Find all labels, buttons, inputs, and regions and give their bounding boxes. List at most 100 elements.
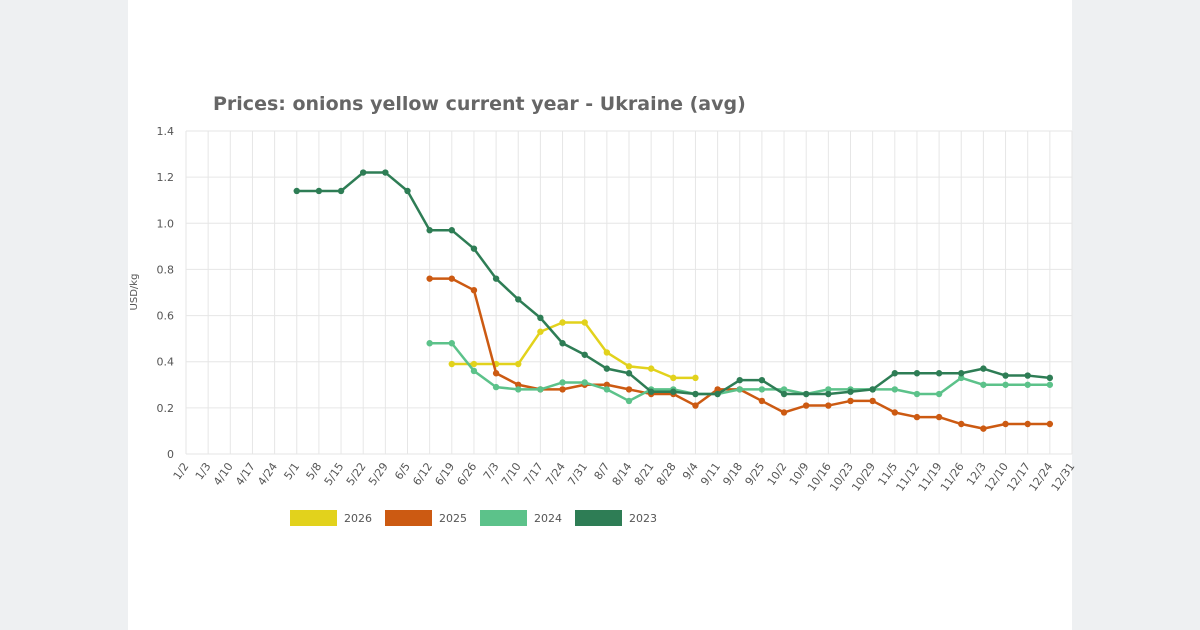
data-point xyxy=(736,376,743,384)
data-point xyxy=(581,379,588,386)
legend-swatch xyxy=(290,510,337,526)
data-point xyxy=(315,187,323,195)
data-point xyxy=(670,388,677,395)
data-point xyxy=(404,187,411,195)
data-point xyxy=(803,390,810,398)
legend-swatch xyxy=(480,510,527,526)
data-point xyxy=(847,397,854,405)
data-point xyxy=(470,245,478,252)
data-point xyxy=(692,402,699,409)
data-point xyxy=(803,402,810,409)
data-point xyxy=(625,397,633,405)
data-point xyxy=(980,381,987,388)
data-point xyxy=(470,286,478,294)
data-point xyxy=(581,319,588,326)
y-tick-label: 1.4 xyxy=(157,125,175,138)
data-point xyxy=(780,409,788,416)
data-point xyxy=(625,370,633,377)
data-point xyxy=(515,381,522,388)
data-point xyxy=(537,386,544,393)
data-point xyxy=(913,413,921,421)
data-point xyxy=(515,360,522,368)
data-point xyxy=(758,376,766,384)
data-point xyxy=(426,275,433,282)
data-point xyxy=(913,390,921,398)
data-point xyxy=(935,390,943,398)
legend-swatch xyxy=(385,510,432,526)
y-axis-label: USD/kg xyxy=(129,274,140,311)
y-tick-label: 0.2 xyxy=(157,402,175,415)
data-point xyxy=(492,275,500,282)
data-point xyxy=(825,386,832,393)
data-point xyxy=(492,370,500,377)
data-point xyxy=(980,425,987,432)
data-point xyxy=(714,386,721,393)
data-point xyxy=(1024,372,1031,379)
data-point xyxy=(980,365,987,372)
data-point xyxy=(581,351,588,358)
y-tick-label: 0.6 xyxy=(157,310,175,323)
data-point xyxy=(537,328,544,335)
data-point xyxy=(958,420,965,428)
data-point xyxy=(891,409,898,416)
legend-label: 2024 xyxy=(534,512,562,525)
data-point xyxy=(891,370,898,377)
data-point xyxy=(1002,381,1009,388)
data-point xyxy=(1002,372,1009,379)
data-point xyxy=(647,365,655,372)
data-point xyxy=(360,169,367,176)
data-point xyxy=(825,390,832,398)
data-point xyxy=(736,386,743,393)
data-point xyxy=(1024,420,1031,428)
legend-swatch xyxy=(575,510,622,526)
data-point xyxy=(958,370,965,377)
y-tick-label: 0.8 xyxy=(157,263,175,276)
data-point xyxy=(1046,420,1054,428)
data-point xyxy=(470,367,478,375)
y-tick-label: 0 xyxy=(167,448,174,461)
data-point xyxy=(692,374,699,382)
data-point xyxy=(337,187,345,195)
data-point xyxy=(426,227,433,234)
data-point xyxy=(448,340,455,347)
data-point xyxy=(869,397,876,405)
data-point xyxy=(714,390,721,398)
data-point xyxy=(847,388,854,395)
data-point xyxy=(1046,374,1054,382)
data-point xyxy=(537,314,544,322)
legend-label: 2025 xyxy=(439,512,467,525)
data-point xyxy=(603,349,611,356)
data-point xyxy=(891,386,898,393)
data-point xyxy=(559,319,566,326)
data-point xyxy=(758,386,766,393)
data-point xyxy=(470,360,478,368)
data-point xyxy=(780,386,788,393)
data-point xyxy=(603,381,611,388)
data-point xyxy=(825,402,832,409)
legend-label: 2026 xyxy=(344,512,372,525)
data-point xyxy=(958,374,965,382)
data-point xyxy=(492,383,500,391)
data-point xyxy=(426,340,433,347)
data-point xyxy=(448,360,455,368)
data-point xyxy=(935,370,943,377)
data-point xyxy=(913,370,921,377)
data-point xyxy=(382,169,389,176)
data-point xyxy=(692,390,699,398)
data-point xyxy=(670,374,677,382)
data-point xyxy=(603,386,611,393)
data-point xyxy=(935,413,943,421)
data-point xyxy=(559,379,566,386)
data-point xyxy=(293,187,300,195)
data-point xyxy=(515,386,522,393)
data-point xyxy=(1002,420,1009,428)
data-point xyxy=(448,227,455,234)
data-point xyxy=(780,390,788,398)
data-point xyxy=(515,296,522,303)
data-point xyxy=(625,363,633,370)
data-point xyxy=(1046,381,1054,388)
data-point xyxy=(559,386,566,393)
y-tick-label: 1.0 xyxy=(157,217,175,230)
